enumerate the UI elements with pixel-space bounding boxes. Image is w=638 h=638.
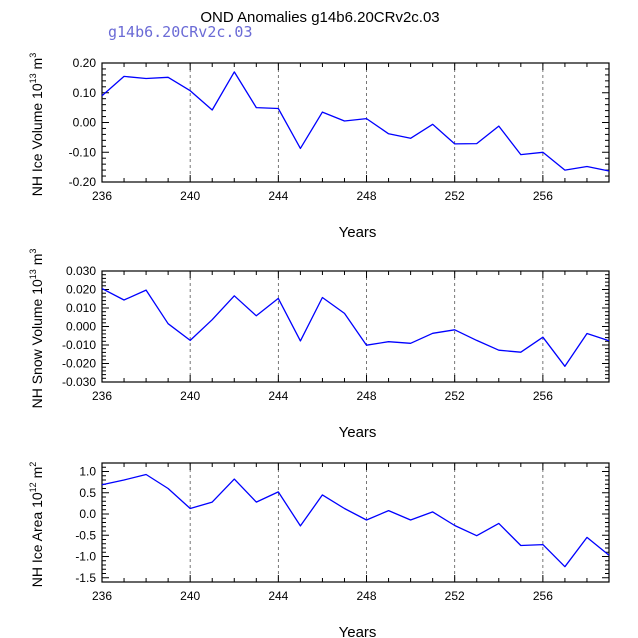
y-axis-title-unit: m (29, 58, 45, 74)
y-axis-title-main: NH Ice Area 10 (29, 492, 45, 587)
y-axis-title-unit-exponent: 3 (28, 53, 38, 58)
y-tick-label: 0.020 (66, 283, 96, 297)
x-tick-label: 248 (357, 389, 377, 403)
y-axis-title-exponent: 12 (28, 482, 38, 492)
panels-group: 236 240 244 248 252 256 0.20 0.10 0.00 -0.10 -0.20… (28, 53, 610, 638)
x-tick-label: 236 (92, 589, 112, 603)
y-tick-label: 0.010 (66, 301, 96, 315)
series-line (101, 473, 610, 568)
panel-ice-area: 236 240 244 248 252 256 1.0 0.5 0.0 -0.5 -1.0 -1.5 Y… (28, 462, 610, 638)
y-tick-label: -1.0 (75, 550, 96, 564)
y-tick-label: -0.020 (62, 357, 96, 371)
y-tick-label: 0.0 (79, 507, 96, 521)
plot-frame (101, 62, 610, 183)
y-axis-title-exponent: 13 (28, 269, 38, 279)
x-tick-label: 236 (92, 189, 112, 203)
x-tick-label: 240 (180, 189, 200, 203)
y-tick-label: -0.030 (62, 375, 96, 389)
y-tick-label: -1.5 (75, 571, 96, 585)
y-tick-label: 0.10 (73, 86, 97, 100)
y-axis-title: NH Snow Volume 1013 m3 (28, 249, 45, 409)
x-tick-label: 244 (268, 389, 288, 403)
series-line (101, 288, 610, 367)
plot-frame (101, 462, 610, 583)
y-axis-title-unit-exponent: 3 (28, 249, 38, 254)
x-tick-label: 240 (180, 589, 200, 603)
panel-snow-volume: 236 240 244 248 252 256 0.030 0.020 0.010 0.000 -0… (28, 249, 610, 441)
y-tick-label: -0.10 (69, 145, 97, 159)
x-tick-label: 244 (268, 189, 288, 203)
x-axis-title: Years (339, 424, 377, 441)
x-tick-label: 256 (533, 189, 553, 203)
x-tick-label: 252 (445, 589, 465, 603)
y-axis-title-exponent: 13 (28, 73, 38, 83)
series-line (101, 71, 610, 172)
x-tick-label: 256 (533, 389, 553, 403)
x-tick-label: 248 (357, 189, 377, 203)
x-axis-title: Years (339, 224, 377, 241)
y-tick-label: 0.00 (73, 116, 97, 130)
x-tick-label: 252 (445, 189, 465, 203)
x-axis-title: Years (339, 624, 377, 638)
y-axis-title: NH Ice Volume 1013 m3 (28, 53, 45, 196)
y-axis-title-unit: m (29, 254, 45, 270)
y-tick-label: -0.010 (62, 338, 96, 352)
x-tick-label: 236 (92, 389, 112, 403)
y-tick-label: 0.20 (73, 56, 97, 70)
panel-ice-volume: 236 240 244 248 252 256 0.20 0.10 0.00 -0.10 -0.20… (28, 53, 610, 241)
y-axis-title-unit: m (29, 467, 45, 483)
figure-title: OND Anomalies g14b6.20CRv2c.03 (200, 9, 439, 26)
y-axis-title-unit-exponent: 2 (28, 462, 38, 467)
x-tick-label: 256 (533, 589, 553, 603)
figure-subtitle: g14b6.20CRv2c.03 (108, 23, 253, 41)
y-axis-title-main: NH Snow Volume 10 (29, 279, 45, 408)
x-tick-label: 248 (357, 589, 377, 603)
plot-frame (101, 270, 610, 383)
x-tick-label: 240 (180, 389, 200, 403)
y-tick-label: -0.5 (75, 528, 96, 542)
y-tick-label: 1.0 (79, 465, 96, 479)
y-tick-label: -0.20 (69, 175, 97, 189)
y-axis-title: NH Ice Area 1012 m2 (28, 462, 45, 588)
y-tick-label: 0.030 (66, 264, 96, 278)
y-tick-label: 0.000 (66, 320, 96, 334)
x-tick-label: 244 (268, 589, 288, 603)
y-axis-title-main: NH Ice Volume 10 (29, 83, 45, 196)
x-tick-label: 252 (445, 389, 465, 403)
y-tick-label: 0.5 (79, 486, 96, 500)
